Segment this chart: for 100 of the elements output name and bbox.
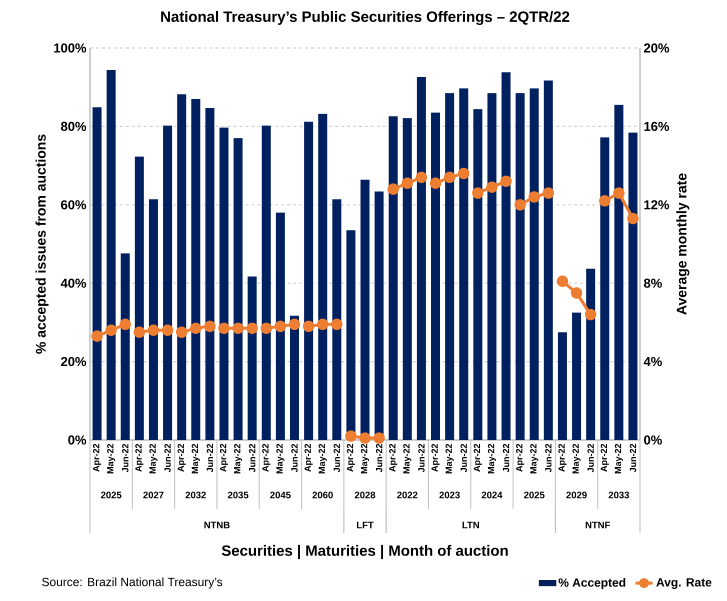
bar bbox=[304, 122, 314, 440]
x-tick-label: Apr-22 bbox=[220, 444, 228, 472]
bar bbox=[572, 312, 582, 440]
bar bbox=[290, 316, 299, 440]
text: 2060 bbox=[312, 492, 333, 498]
x-tick-label: Jun-22 bbox=[164, 444, 171, 472]
x-tick-label: May-22 bbox=[488, 444, 496, 474]
bar bbox=[459, 88, 468, 440]
y-tick-label: 20% bbox=[61, 357, 86, 366]
point bbox=[430, 178, 442, 189]
x-tick-label: Apr-22 bbox=[516, 444, 524, 472]
text: LTN bbox=[462, 522, 479, 528]
bar bbox=[388, 116, 398, 440]
point bbox=[176, 326, 188, 338]
point bbox=[599, 195, 610, 207]
x-tick-label: Jun-22 bbox=[502, 444, 510, 472]
x-tick-label: May-22 bbox=[318, 444, 327, 474]
point bbox=[486, 181, 498, 193]
x-tick-label: Apr-22 bbox=[474, 444, 482, 472]
bar bbox=[92, 107, 102, 440]
bar bbox=[332, 199, 342, 440]
chart-title: National Treasury’s Public Securities Offerings – 2QTR/22 bbox=[161, 10, 570, 25]
point bbox=[359, 432, 371, 444]
legend-label: % Accepted bbox=[558, 578, 626, 590]
y-tick-label: 40% bbox=[60, 278, 86, 288]
y2-tick-label: 16% bbox=[644, 122, 670, 131]
bar bbox=[134, 156, 144, 440]
x-tick-label: Jun-22 bbox=[334, 444, 340, 472]
point bbox=[416, 172, 428, 184]
x-tick-label: May-22 bbox=[192, 444, 200, 474]
point bbox=[274, 320, 286, 332]
y2-axis-title: Average monthly rate bbox=[676, 173, 690, 315]
x-tick-label: Jun-22 bbox=[376, 444, 382, 472]
bar bbox=[262, 126, 271, 440]
x-tick-label: Jun-22 bbox=[630, 444, 636, 472]
bar bbox=[191, 98, 200, 440]
bar bbox=[234, 138, 243, 440]
point bbox=[246, 322, 258, 334]
point bbox=[134, 326, 146, 338]
text: NTNB bbox=[204, 522, 230, 528]
point bbox=[331, 318, 342, 330]
x-tick-label: May-22 bbox=[107, 444, 116, 474]
point bbox=[91, 330, 103, 342]
point bbox=[556, 276, 568, 287]
bar bbox=[318, 114, 328, 440]
point bbox=[260, 322, 272, 334]
x-tick-label: May-22 bbox=[149, 444, 158, 474]
text: LFT bbox=[356, 522, 374, 528]
text: 2033 bbox=[608, 492, 630, 498]
text: 2022 bbox=[397, 492, 418, 498]
text: 2032 bbox=[186, 492, 206, 498]
x-tick-label: Jun-22 bbox=[249, 444, 256, 472]
bar bbox=[502, 72, 511, 440]
point bbox=[302, 320, 314, 332]
point bbox=[542, 187, 554, 199]
point bbox=[570, 287, 582, 299]
x-tick-label: May-22 bbox=[572, 444, 581, 474]
bar bbox=[586, 268, 596, 440]
point bbox=[472, 187, 484, 199]
point bbox=[388, 183, 399, 195]
bar bbox=[530, 88, 539, 440]
x-tick-label: Apr-22 bbox=[600, 444, 609, 472]
point bbox=[627, 212, 639, 224]
y2-tick-label: 12% bbox=[644, 200, 670, 210]
x-tick-label: Jun-22 bbox=[122, 444, 128, 472]
text: 2028 bbox=[354, 492, 376, 498]
bar bbox=[416, 77, 426, 440]
bar bbox=[431, 112, 440, 440]
bar bbox=[402, 118, 412, 440]
x-tick-label: May-22 bbox=[403, 444, 412, 474]
x-tick-label: Apr-22 bbox=[262, 444, 270, 472]
bar bbox=[544, 80, 553, 440]
point bbox=[444, 172, 456, 184]
x-tick-label: May-22 bbox=[530, 444, 538, 474]
bar bbox=[248, 276, 257, 440]
x-tick-label: Apr-22 bbox=[558, 444, 566, 472]
text: 2035 bbox=[228, 492, 248, 498]
point bbox=[288, 318, 300, 330]
text: 2025 bbox=[524, 492, 544, 498]
point bbox=[190, 322, 202, 334]
point bbox=[613, 187, 625, 199]
bar bbox=[614, 104, 624, 440]
point bbox=[316, 318, 328, 330]
legend-label: Avg. Rate bbox=[656, 578, 712, 589]
x-tick-label: May-22 bbox=[360, 444, 370, 474]
point bbox=[500, 176, 512, 187]
x-tick-label: Apr-22 bbox=[431, 444, 440, 472]
y-tick-label: 0% bbox=[68, 435, 86, 445]
bar bbox=[148, 199, 158, 440]
text: 2027 bbox=[143, 492, 164, 498]
point bbox=[120, 318, 131, 330]
x-tick-label: May-22 bbox=[446, 444, 454, 474]
bar bbox=[445, 93, 454, 440]
bar bbox=[600, 137, 610, 440]
text: 2045 bbox=[270, 492, 291, 498]
x-tick-label: Apr-22 bbox=[389, 444, 398, 472]
y-tick-label: 100% bbox=[54, 43, 86, 53]
text: 2025 bbox=[100, 492, 122, 498]
y-tick-label: 80% bbox=[60, 122, 86, 131]
point bbox=[105, 324, 117, 336]
